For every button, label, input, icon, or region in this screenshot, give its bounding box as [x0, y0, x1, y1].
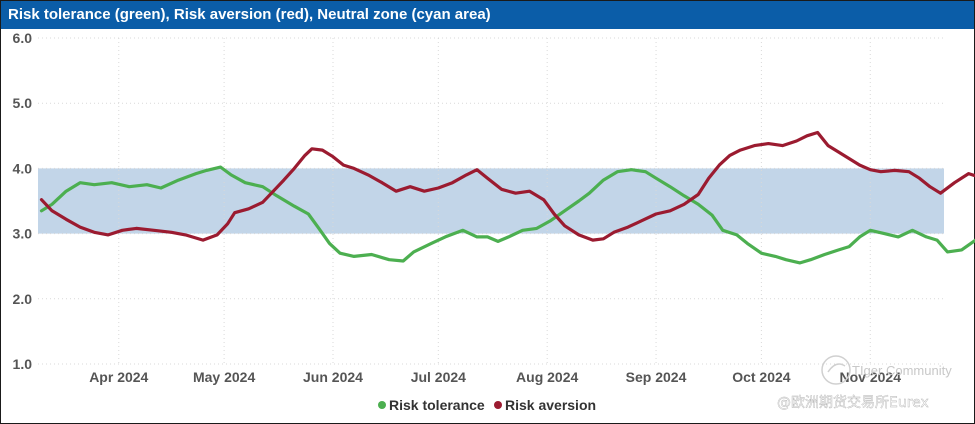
x-tick-label: Apr 2024 — [89, 369, 148, 385]
y-gridlines — [38, 37, 944, 365]
y-axis-ticks: 1.0 2.0 3.0 4.0 5.0 6.0 — [13, 30, 33, 372]
y-tick-label: 4.0 — [13, 160, 33, 176]
y-tick-label: 3.0 — [13, 226, 33, 242]
x-tick-label: Aug 2024 — [516, 369, 578, 385]
y-tick-label: 5.0 — [13, 95, 33, 111]
legend-marker-risk-tolerance — [378, 401, 386, 409]
series-line-risk-aversion — [39, 130, 975, 242]
watermark: TIger Community @欧洲期货交易所Eurex — [777, 355, 952, 411]
watermark-logo-icon — [821, 355, 851, 385]
x-axis-ticks: Apr 2024 May 2024 Jun 2024 Jul 2024 Aug 2024… — [89, 369, 901, 385]
x-tick-label: Sep 2024 — [626, 369, 687, 385]
watermark-handle-text: @欧洲期货交易所Eurex — [777, 394, 929, 411]
x-tick-label: Jun 2024 — [303, 369, 363, 385]
series-line-risk-tolerance — [39, 165, 975, 265]
chart-title: Risk tolerance (green), Risk aversion (r… — [1, 1, 974, 29]
x-tick-label: May 2024 — [193, 369, 255, 385]
x-tick-label: Jul 2024 — [411, 369, 466, 385]
x-tick-label: Oct 2024 — [732, 369, 791, 385]
watermark-tiger-stripe-icon — [827, 363, 846, 373]
x-tick-label: Nov 2024 — [840, 369, 902, 385]
legend-label-risk-tolerance[interactable]: Risk tolerance — [389, 397, 485, 413]
legend-label-risk-aversion[interactable]: Risk aversion — [505, 397, 596, 413]
y-tick-label: 2.0 — [13, 291, 33, 307]
legend-marker-risk-aversion — [494, 401, 502, 409]
series-lines — [39, 130, 975, 265]
y-tick-label: 1.0 — [13, 356, 33, 372]
watermark-community-text: TIger Community — [852, 363, 952, 378]
legend: Risk tolerance Risk aversion — [378, 397, 596, 413]
y-tick-label: 6.0 — [13, 30, 33, 46]
neutral-zone-band — [38, 168, 944, 234]
